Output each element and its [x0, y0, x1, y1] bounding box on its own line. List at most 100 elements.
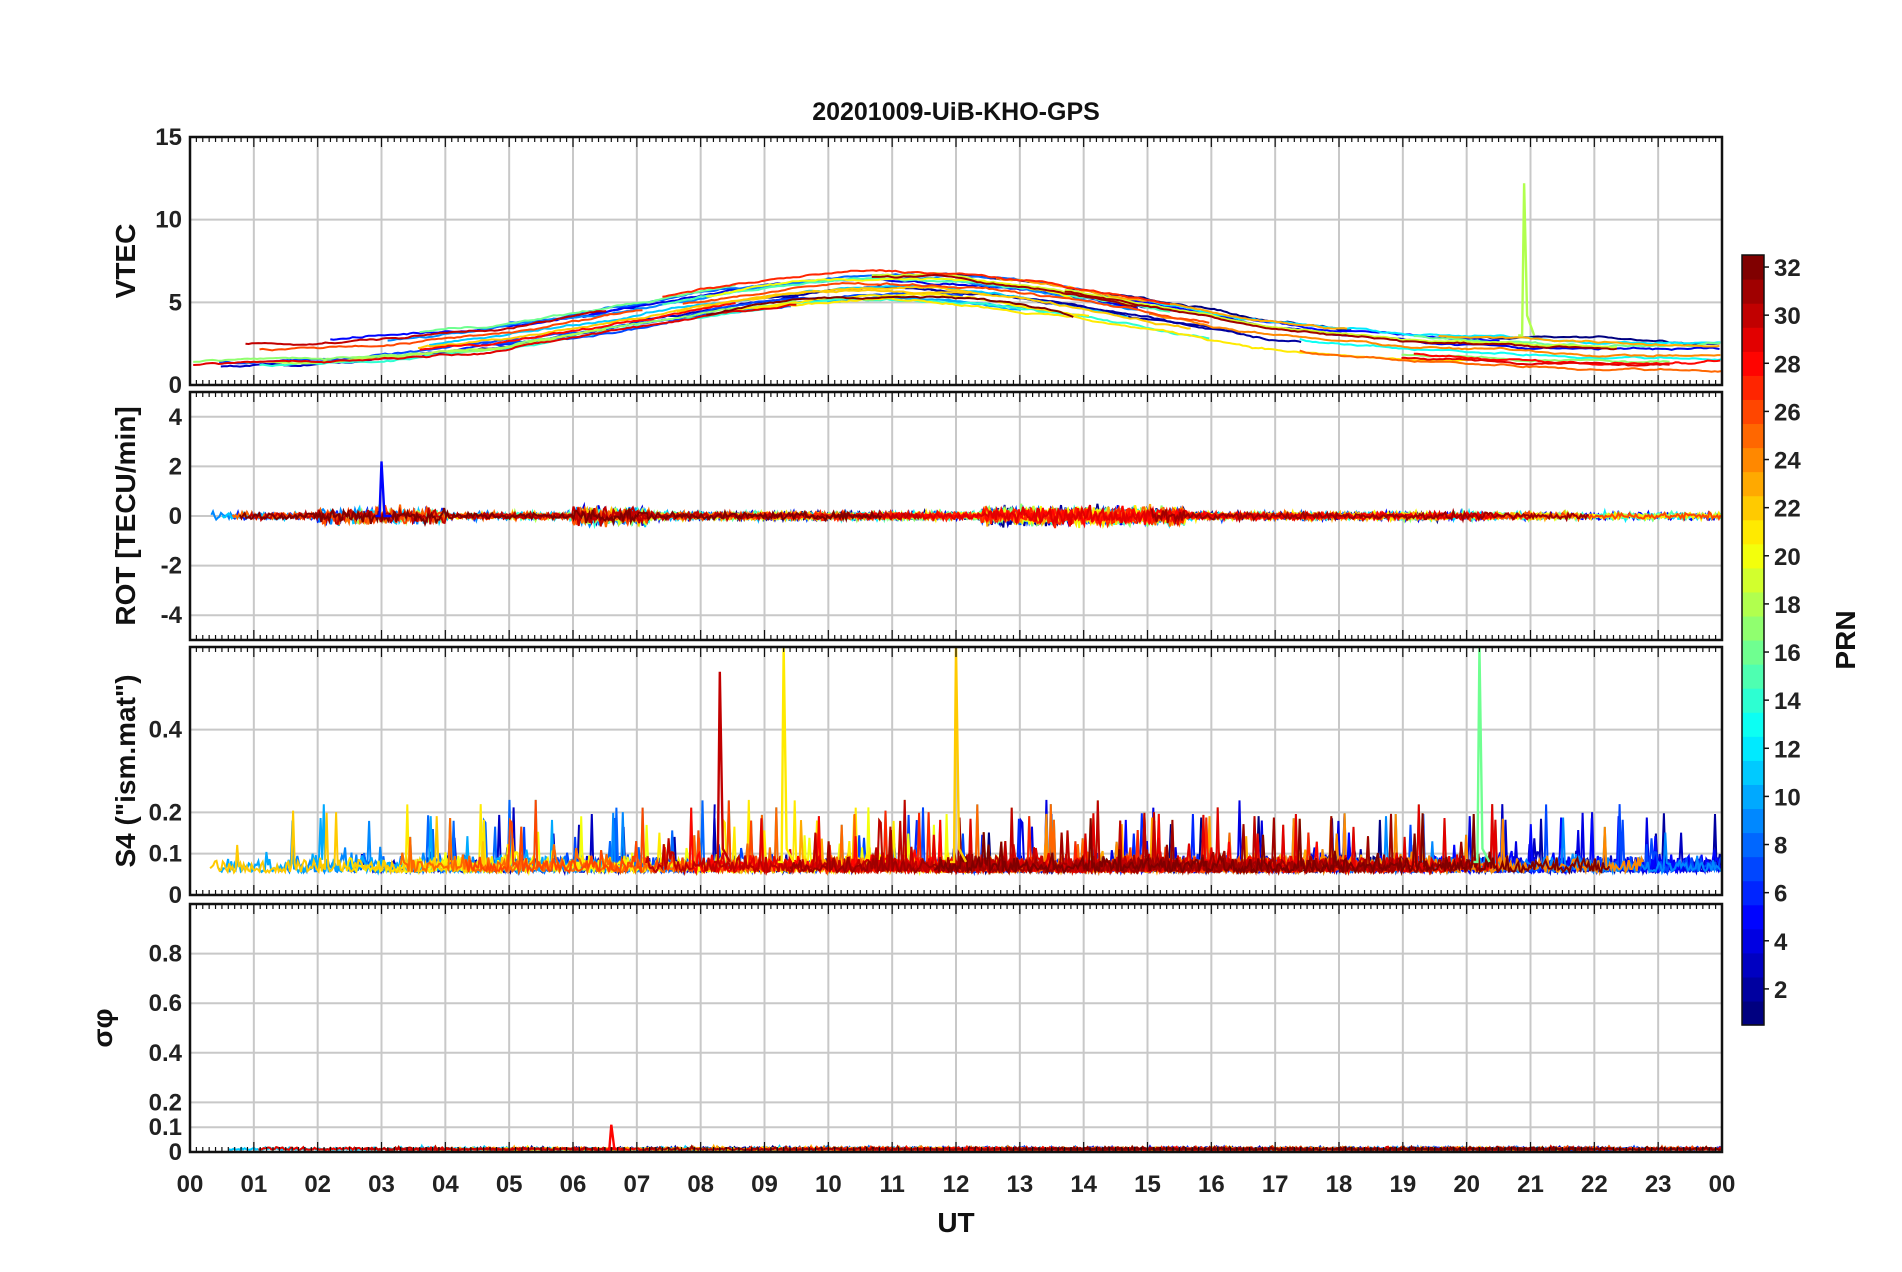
y-tick-label: -2 — [161, 553, 182, 580]
colorbar-tick-label: 8 — [1774, 833, 1787, 860]
colorbar-swatch — [1742, 399, 1764, 425]
series-line-prn-16 — [419, 284, 736, 334]
x-tick-label: 11 — [879, 1171, 904, 1198]
colorbar-swatch — [1742, 928, 1764, 954]
colorbar-swatch — [1742, 351, 1764, 376]
panel-1: 0 5 10 15 VTEC — [110, 124, 1724, 399]
x-tick-label: 07 — [623, 1171, 650, 1198]
colorbar-swatch — [1742, 664, 1764, 689]
colorbar-swatch — [1742, 375, 1764, 400]
colorbar-swatch — [1742, 952, 1764, 978]
x-tick-label: 03 — [368, 1171, 395, 1198]
series-peak — [605, 1124, 622, 1151]
x-tick-label: 15 — [1134, 1171, 1161, 1198]
colorbar-swatch — [1742, 423, 1764, 449]
series-group — [193, 183, 1722, 373]
x-tick-label: 17 — [1262, 1171, 1289, 1198]
x-tick-label: 19 — [1389, 1171, 1416, 1198]
series-line-prn-22 — [417, 288, 990, 350]
series-peak — [375, 461, 392, 518]
series-group — [210, 461, 1722, 530]
colorbar-swatch — [1742, 736, 1764, 761]
y-tick-label: 0.4 — [149, 1040, 183, 1067]
x-tick-label: 09 — [751, 1171, 778, 1198]
series-line-prn-31 — [1150, 507, 1590, 524]
x-tick-label: 00 — [177, 1171, 204, 1198]
y-axis-label: S4 ("ism.mat") — [110, 674, 141, 867]
x-tick-label: 13 — [1006, 1171, 1033, 1198]
colorbar-swatch — [1742, 279, 1764, 304]
series-peak — [713, 671, 731, 864]
series-line-prn-29 — [1401, 356, 1670, 367]
colorbar-swatch — [1742, 495, 1764, 521]
x-axis-label: UT — [937, 1207, 974, 1238]
y-tick-label: 0 — [169, 1139, 182, 1166]
x-tick-label: 22 — [1581, 1171, 1608, 1198]
series-line-prn-21 — [754, 297, 1470, 363]
colorbar-swatch — [1742, 712, 1764, 737]
y-tick-label: 0.1 — [149, 841, 182, 868]
colorbar-swatch — [1742, 303, 1764, 328]
x-axis-ticks: 00 01 02 03 04 05 06 07 08 09 10 11 12 13 14 15 16 17 18 19… — [177, 1171, 1736, 1198]
series-line-prn-32 — [1334, 1145, 1721, 1152]
x-tick-label: 12 — [943, 1171, 970, 1198]
y-tick-label: 0.1 — [149, 1114, 182, 1141]
x-tick-label: 20 — [1453, 1171, 1480, 1198]
colorbar-tick-label: 14 — [1774, 688, 1801, 715]
colorbar-swatch — [1742, 567, 1764, 593]
x-tick-label: 06 — [560, 1171, 587, 1198]
series-line-prn-29 — [193, 303, 797, 366]
colorbar-tick-label: 6 — [1774, 881, 1787, 908]
y-tick-label: 0.2 — [149, 1089, 182, 1116]
series-line-prn-31 — [1122, 813, 1480, 876]
y-axis-label: σφ — [87, 1008, 118, 1047]
colorbar-swatch — [1742, 640, 1764, 665]
colorbar-tick-label: 20 — [1774, 544, 1801, 571]
series-line-prn-30 — [245, 310, 607, 346]
y-tick-label: 15 — [155, 124, 182, 151]
series-line-prn-32 — [933, 813, 1611, 876]
colorbar-swatch — [1742, 808, 1764, 834]
series-line-prn-27 — [662, 269, 1171, 306]
colorbar-swatch — [1742, 615, 1764, 641]
colorbar-tick-label: 26 — [1774, 399, 1801, 426]
colorbar-tick-label: 12 — [1774, 736, 1801, 763]
x-tick-label: 18 — [1326, 1171, 1353, 1198]
colorbar-tick-label: 16 — [1774, 640, 1801, 667]
colorbar-swatch — [1742, 519, 1764, 545]
series-line-prn-22 — [209, 810, 508, 875]
y-tick-label: 0 — [169, 882, 182, 909]
colorbar-swatch — [1742, 832, 1764, 858]
colorbar-swatch — [1742, 327, 1764, 352]
x-tick-label: 05 — [496, 1171, 523, 1198]
series-line-prn-26 — [259, 309, 643, 352]
series-peak — [777, 647, 795, 864]
y-tick-label: -4 — [161, 602, 183, 629]
series-line-prn-12 — [1149, 300, 1721, 345]
colorbar-swatch — [1742, 904, 1764, 930]
series-line-prn-25 — [1299, 349, 1722, 373]
colorbar-swatch — [1742, 471, 1764, 497]
panel-3: 0 0.1 0.2 0.4 S4 ("ism.mat") — [110, 645, 1724, 909]
colorbar-tick-label: 22 — [1774, 496, 1801, 523]
series-peak — [1518, 183, 1536, 337]
series-line-prn-18 — [245, 328, 607, 365]
chart-title: 20201009-UiB-KHO-GPS — [812, 98, 1100, 126]
series-peak — [1473, 647, 1491, 864]
y-tick-label: 0.4 — [149, 717, 183, 744]
colorbar-swatch — [1742, 760, 1764, 785]
colorbar-swatch — [1742, 591, 1764, 617]
series-line-prn-24 — [1149, 313, 1721, 358]
x-tick-label: 23 — [1645, 1171, 1672, 1198]
x-tick-label: 16 — [1198, 1171, 1225, 1198]
x-tick-label: 02 — [304, 1171, 331, 1198]
y-axis-label: VTEC — [110, 224, 141, 299]
x-tick-label: 10 — [815, 1171, 842, 1198]
y-tick-label: 0.8 — [149, 941, 182, 968]
panel-2: -4 -2 0 2 4 ROT [TECU/min] — [110, 390, 1724, 642]
y-tick-label: 2 — [169, 453, 182, 480]
x-tick-label: 08 — [687, 1171, 714, 1198]
series-line-prn-23 — [995, 277, 1348, 330]
y-tick-label: 0.2 — [149, 799, 182, 826]
